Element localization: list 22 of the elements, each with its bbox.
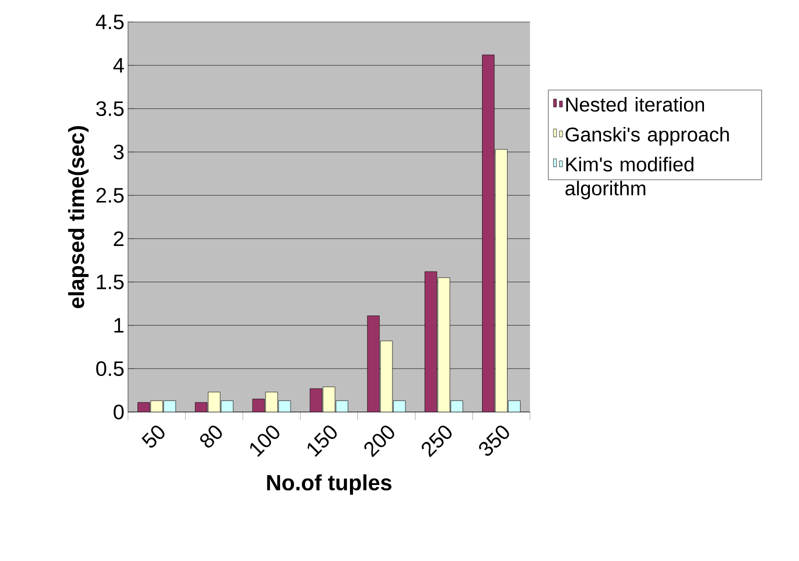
legend-label: Nested iteration [566, 97, 704, 112]
x-tick-label: 80 [200, 426, 222, 448]
y-tick-label: 2.5 [96, 188, 124, 203]
y-axis-title: elapsed time(sec) [68, 126, 89, 308]
y-tick-label: 2 [114, 231, 124, 246]
x-tick-label: 50 [142, 426, 164, 448]
legend-label: Kim's modified algorithm [565, 156, 694, 200]
y-tick-label: 0 [114, 404, 124, 420]
y-tick-label: 4 [113, 58, 124, 73]
legend-label: Ganski's approach [566, 126, 729, 146]
x-tick-label: 150 [308, 426, 337, 457]
x-tick-label: 350 [479, 426, 510, 456]
y-tick-label: 0.5 [96, 361, 124, 376]
y-tick-label: 3.5 [96, 101, 124, 116]
y-tick-label: 4.5 [96, 14, 124, 30]
y-tick-label: 1 [114, 318, 124, 333]
x-tick-label: 200 [364, 426, 394, 458]
x-tick-label: 250 [422, 426, 452, 458]
x-tick-label: 100 [250, 426, 280, 457]
y-tick-label: 1.5 [97, 274, 124, 290]
x-axis-title: No.of tuples [267, 474, 392, 495]
y-tick-label: 3 [114, 144, 124, 160]
